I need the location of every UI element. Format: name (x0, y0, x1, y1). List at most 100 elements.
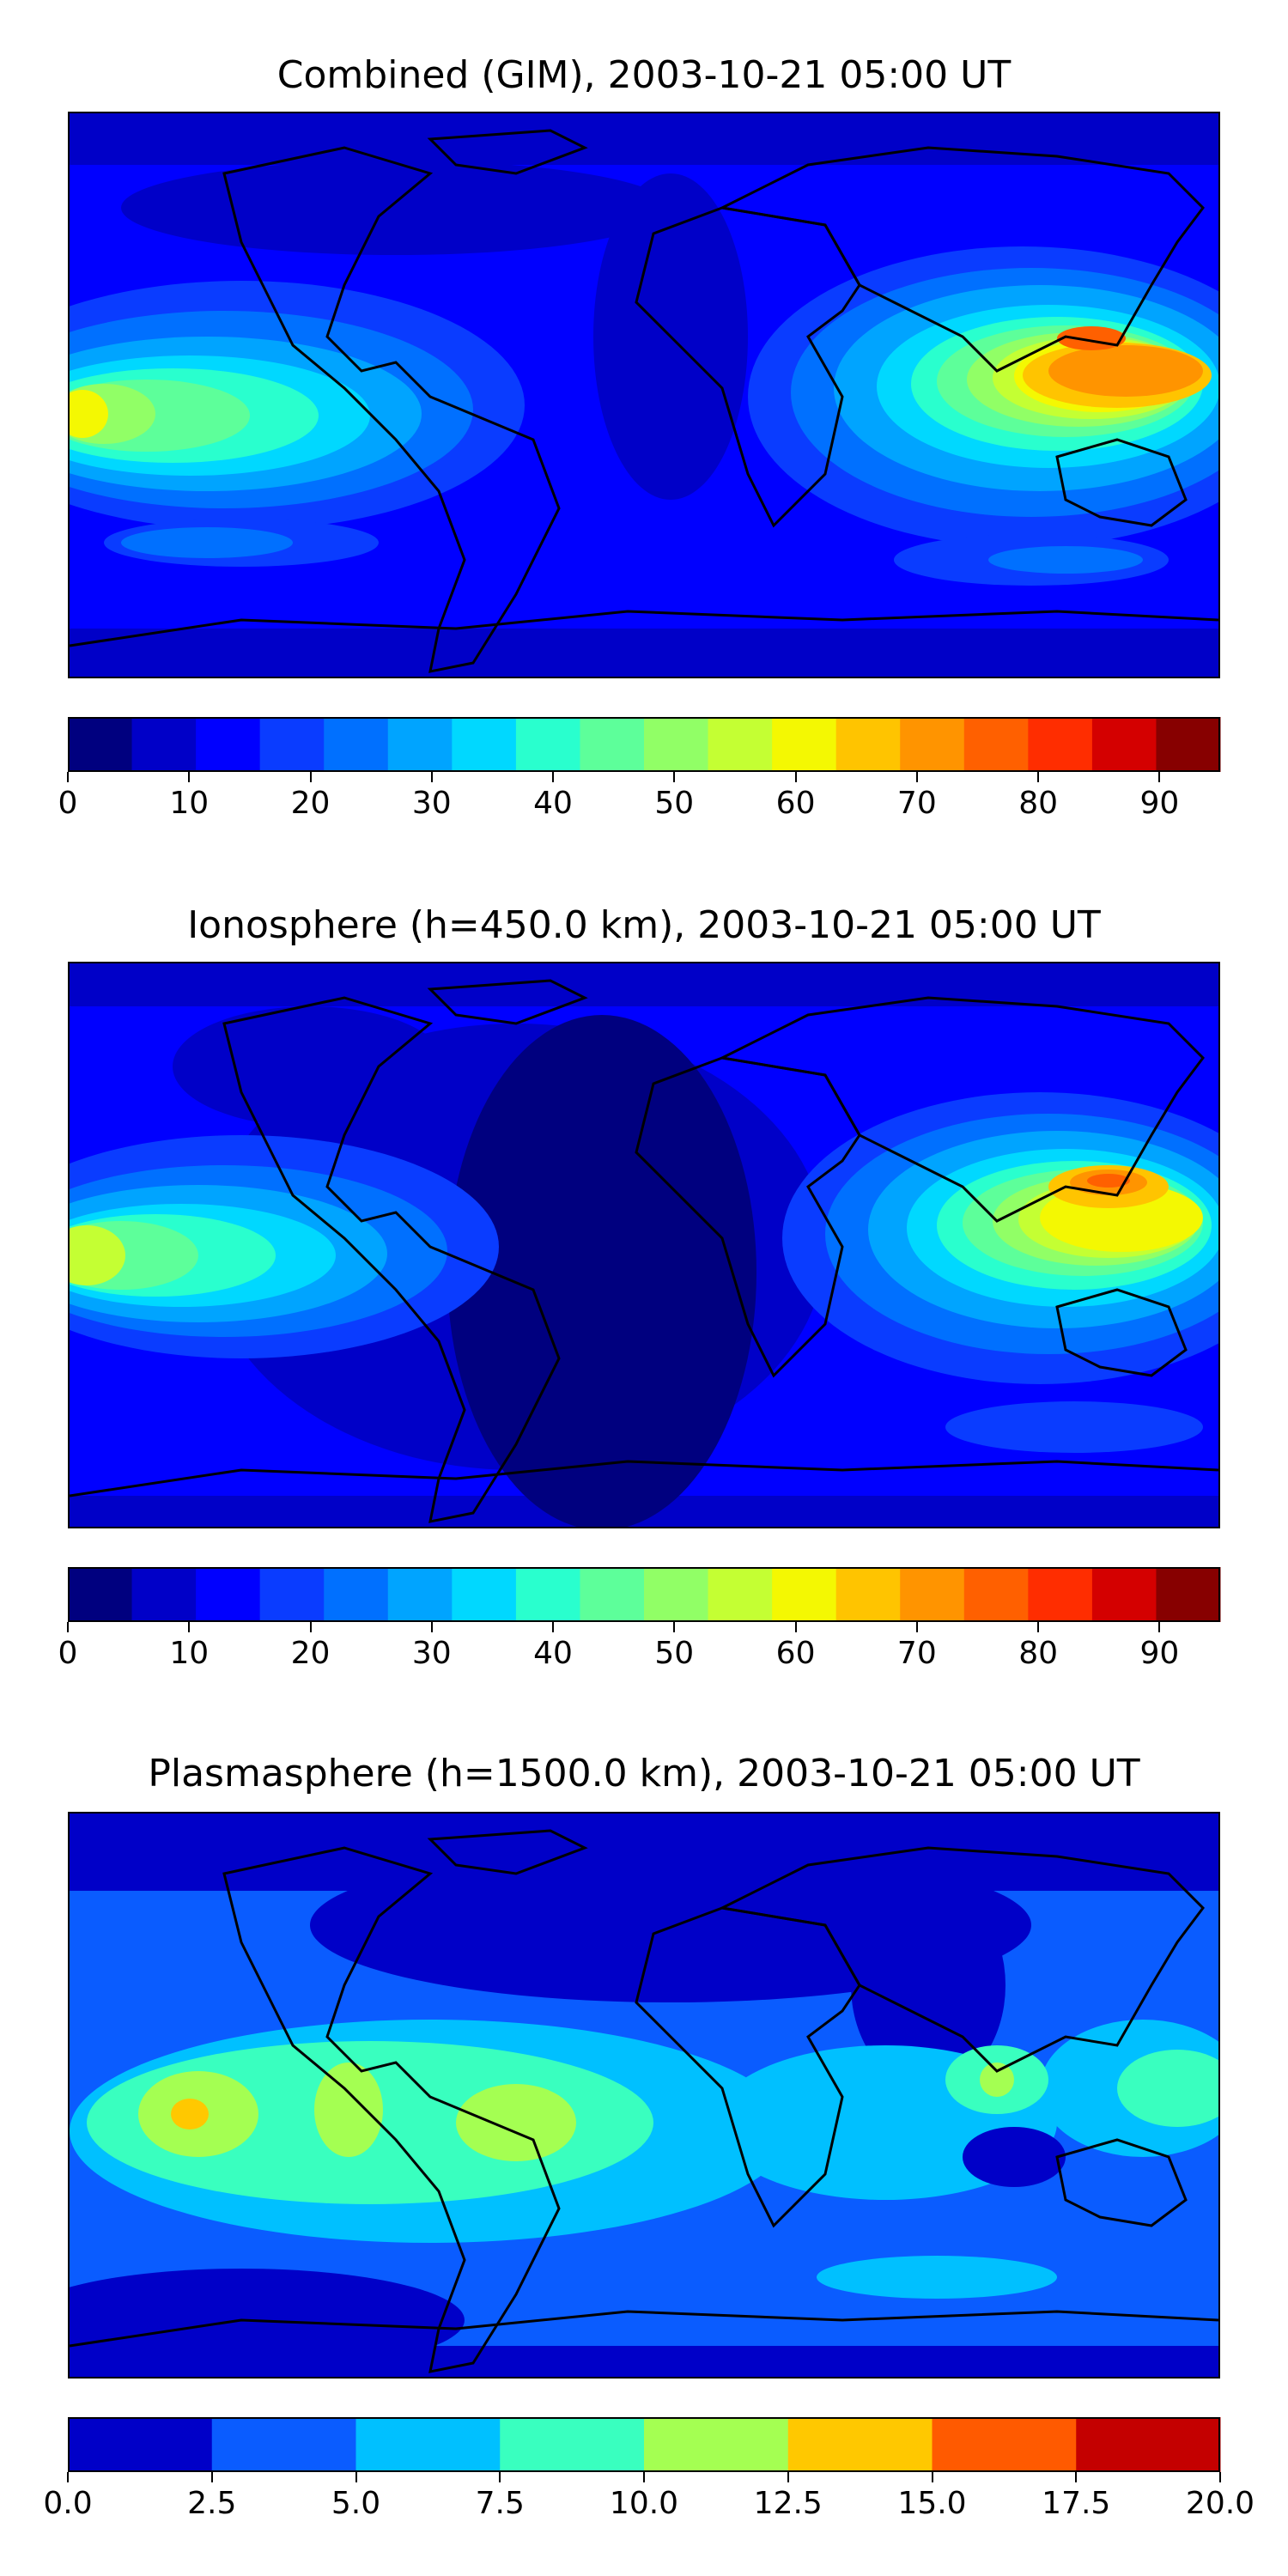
colorbar-tick (309, 1622, 312, 1632)
colorbar-tick-label: 17.5 (1042, 2486, 1111, 2521)
colorbar-swatch (387, 1567, 453, 1622)
colorbar-border (68, 1567, 1220, 1622)
colorbar-tick-label: 0.0 (43, 2486, 93, 2521)
colorbar-swatch (131, 717, 197, 772)
colorbar-tick-label: 60 (775, 1636, 816, 1671)
colorbar-border (68, 717, 1220, 772)
colorbar-swatch (387, 717, 453, 772)
colorbar-tick (794, 1622, 797, 1632)
colorbar-tick-label: 50 (654, 786, 695, 821)
colorbar-tick (673, 1622, 676, 1632)
colorbar-tick (1075, 2472, 1078, 2482)
colorbar-tick-label: 10 (169, 786, 210, 821)
panel-2-title: Ionosphere (h=450.0 km), 2003-10-21 05:0… (187, 903, 1101, 947)
panel-3-map (68, 1812, 1220, 2379)
colorbar-tick (931, 2472, 933, 2482)
colorbar-tick-label: 30 (411, 786, 452, 821)
colorbar-tick-label: 50 (654, 1636, 695, 1671)
colorbar-tick-label: 90 (1139, 786, 1180, 821)
colorbar-tick-label: 0 (58, 786, 78, 821)
colorbar-swatch (1156, 1567, 1221, 1622)
colorbar-tick (188, 1622, 191, 1632)
colorbar-swatch (196, 717, 261, 772)
colorbar-swatch (963, 1567, 1029, 1622)
panel-3-colorbar (68, 2417, 1221, 2472)
colorbar-swatch (211, 2417, 356, 2472)
colorbar-tick-label: 15.0 (897, 2486, 967, 2521)
colorbar-swatch (835, 717, 901, 772)
colorbar-tick (1037, 1622, 1040, 1632)
colorbar-tick (794, 772, 797, 782)
colorbar-swatch (68, 1567, 133, 1622)
colorbar-tick (67, 1622, 69, 1632)
colorbar-swatch (835, 1567, 901, 1622)
colorbar-tick-label: 20 (290, 1636, 331, 1671)
colorbar-tick (67, 772, 69, 782)
colorbar-tick-label: 80 (1018, 1636, 1058, 1671)
colorbar-tick-label: 40 (533, 1636, 573, 1671)
colorbar-tick-label: 5.0 (331, 2486, 381, 2521)
colorbar-tick (673, 772, 676, 782)
colorbar-swatch (963, 717, 1029, 772)
colorbar-swatch (324, 717, 389, 772)
panel-3-colorbar-swatches (68, 2417, 1221, 2472)
colorbar-tick (1158, 772, 1161, 782)
panel-1-title: Combined (GIM), 2003-10-21 05:00 UT (276, 53, 1012, 97)
colorbar-swatch (580, 1567, 645, 1622)
colorbar-swatch (644, 717, 709, 772)
panel-3-title: Plasmasphere (h=1500.0 km), 2003-10-21 0… (148, 1752, 1140, 1795)
colorbar-swatch (324, 1567, 389, 1622)
colorbar-swatch (1091, 1567, 1157, 1622)
colorbar-swatch (68, 717, 133, 772)
colorbar-swatch (900, 717, 965, 772)
panel-2-colorbar (68, 1567, 1221, 1622)
colorbar-swatch (515, 1567, 580, 1622)
colorbar-tick-label: 70 (896, 786, 937, 821)
colorbar-swatch (1156, 717, 1221, 772)
colorbar-tick-label: 20 (290, 786, 331, 821)
colorbar-swatch (1028, 717, 1093, 772)
colorbar-tick-label: 30 (411, 1636, 452, 1671)
colorbar-swatch (772, 717, 837, 772)
colorbar-tick (188, 772, 191, 782)
colorbar-tick (355, 2472, 357, 2482)
colorbar-tick (210, 2472, 213, 2482)
colorbar-swatch (1076, 2417, 1221, 2472)
colorbar-tick (499, 2472, 501, 2482)
panel-1-colorbar-swatches (68, 717, 1221, 772)
colorbar-tick-label: 12.5 (753, 2486, 823, 2521)
colorbar-swatch (644, 2417, 789, 2472)
panel-1-colorbar (68, 717, 1221, 772)
colorbar-swatch (772, 1567, 837, 1622)
colorbar-tick (915, 772, 918, 782)
colorbar-tick (1037, 772, 1040, 782)
colorbar-tick-label: 7.5 (475, 2486, 525, 2521)
colorbar-swatch (515, 717, 580, 772)
colorbar-swatch (900, 1567, 965, 1622)
colorbar-tick (309, 772, 312, 782)
colorbar-swatch (787, 2417, 933, 2472)
colorbar-swatch (580, 717, 645, 772)
colorbar-tick-label: 80 (1018, 786, 1058, 821)
colorbar-swatch (500, 2417, 645, 2472)
colorbar-swatch (259, 1567, 325, 1622)
colorbar-swatch (196, 1567, 261, 1622)
colorbar-swatch (932, 2417, 1077, 2472)
colorbar-swatch (452, 717, 517, 772)
colorbar-swatch (1028, 1567, 1093, 1622)
panel-2-map (68, 962, 1220, 1528)
colorbar-swatch (1091, 717, 1157, 772)
colorbar-tick (1219, 2472, 1221, 2482)
colorbar-swatch (259, 717, 325, 772)
colorbar-tick-label: 20.0 (1185, 2486, 1255, 2521)
colorbar-tick (1158, 1622, 1161, 1632)
colorbar-border (68, 2417, 1220, 2472)
colorbar-swatch (68, 2417, 213, 2472)
colorbar-tick-label: 0 (58, 1636, 78, 1671)
colorbar-tick (552, 1622, 555, 1632)
colorbar-tick-label: 10.0 (609, 2486, 679, 2521)
colorbar-tick-label: 2.5 (187, 2486, 237, 2521)
colorbar-tick-label: 90 (1139, 1636, 1180, 1671)
colorbar-tick-label: 70 (896, 1636, 937, 1671)
colorbar-swatch (131, 1567, 197, 1622)
